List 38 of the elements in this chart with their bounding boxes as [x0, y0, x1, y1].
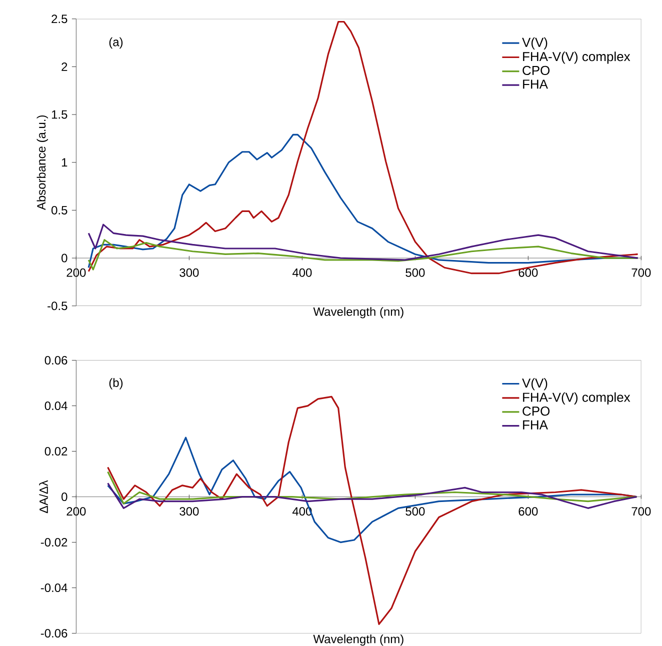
y-tick-label: 0.5: [52, 206, 68, 214]
legend-label: FHA: [523, 80, 548, 89]
legend-label: FHA: [523, 420, 548, 430]
y-tick-label: 2: [62, 62, 68, 71]
x-axis-title: Wavelength (nm): [313, 307, 404, 318]
y-axis-title: ΔA/Δλ: [39, 480, 48, 514]
x-tick-label: 700: [632, 268, 651, 277]
x-tick-label: 700: [632, 507, 651, 516]
y-tick-label: -0.02: [40, 538, 68, 547]
legend-label: FHA-V(V) complex: [523, 392, 630, 404]
annotation: (b): [109, 378, 123, 390]
x-axis-title: Wavelength (nm): [313, 634, 404, 646]
x-tick-label: 400: [292, 268, 312, 277]
y-tick-label: 2.5: [52, 14, 68, 24]
y-tick-label: -0.5: [48, 302, 68, 310]
y-tick-label: 0.02: [44, 447, 68, 456]
x-tick-label: 500: [406, 507, 425, 516]
y-tick-label: 1.5: [52, 110, 68, 119]
line-series: [107, 482, 638, 509]
y-tick-label: -0.06: [40, 629, 68, 638]
x-tick-label: 300: [180, 268, 199, 277]
y-tick-label: 0: [62, 254, 68, 262]
x-tick-label: 600: [518, 507, 538, 516]
y-tick-label: 1: [62, 158, 68, 167]
x-tick-label: 300: [180, 507, 199, 516]
y-axis-title: Absorbance (a.u.): [36, 115, 48, 210]
x-tick-label: 500: [406, 268, 425, 277]
y-tick-label: -0.04: [40, 584, 68, 592]
legend-label: V(V): [522, 378, 548, 390]
y-tick-label: 0.04: [44, 402, 68, 410]
legend-label: FHA-V(V) complex: [523, 52, 630, 64]
y-tick-label: 0.06: [44, 356, 68, 365]
y-tick-label: 0: [62, 492, 68, 502]
legend-label: V(V): [522, 37, 548, 50]
legend-label: CPO: [522, 406, 550, 416]
legend-label: CPO: [522, 66, 550, 76]
x-tick-label: 600: [518, 268, 538, 277]
annotation: (a): [109, 37, 123, 49]
